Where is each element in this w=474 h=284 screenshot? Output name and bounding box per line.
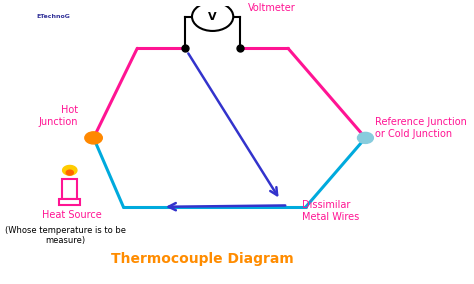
Circle shape — [85, 132, 102, 144]
Text: Heat Source: Heat Source — [42, 210, 101, 220]
Circle shape — [192, 2, 233, 31]
Text: Hot
Junction: Hot Junction — [38, 105, 78, 127]
Text: Voltmeter: Voltmeter — [248, 3, 296, 13]
Text: Reference Junction
or Cold Junction: Reference Junction or Cold Junction — [375, 118, 467, 139]
Circle shape — [357, 132, 374, 143]
Text: Thermocouple Diagram: Thermocouple Diagram — [111, 252, 294, 266]
FancyBboxPatch shape — [59, 199, 80, 205]
FancyBboxPatch shape — [62, 179, 77, 199]
Polygon shape — [66, 170, 73, 175]
Text: V: V — [209, 12, 217, 22]
Text: (Whose temperature is to be
measure): (Whose temperature is to be measure) — [5, 226, 126, 245]
Text: ETechnoG: ETechnoG — [36, 14, 70, 19]
Text: Dissimilar
Metal Wires: Dissimilar Metal Wires — [302, 200, 359, 222]
Polygon shape — [63, 166, 77, 175]
